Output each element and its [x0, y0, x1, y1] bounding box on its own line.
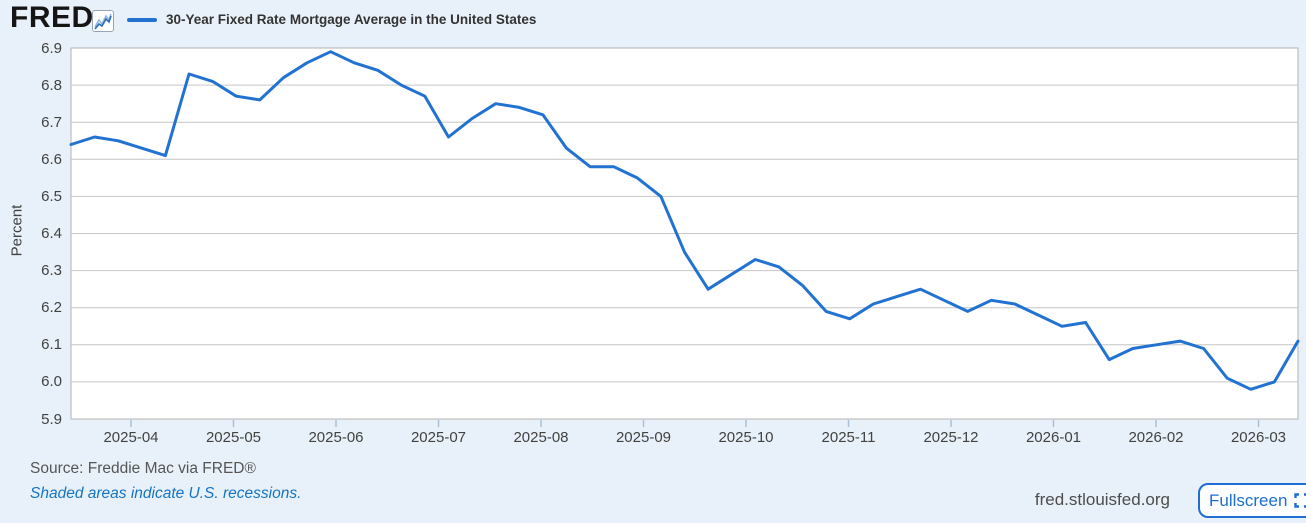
- x-axis-tick-label: 2025-05: [205, 429, 262, 446]
- x-axis-tick-label: 2026-02: [1128, 429, 1184, 446]
- x-axis-tick-label: 2026-01: [1025, 429, 1082, 446]
- x-axis-tick-label: 2025-08: [513, 429, 569, 446]
- y-axis-tick-label: 6.3: [41, 262, 62, 280]
- y-axis-tick-label: 5.9: [41, 410, 62, 428]
- y-axis-tick-label: 6.7: [41, 113, 62, 131]
- legend-swatch: [127, 17, 157, 22]
- y-axis-tick-label: 6.2: [41, 299, 62, 317]
- y-axis-tick-label: 6.5: [41, 187, 62, 205]
- y-axis-tick-label: 6.1: [41, 336, 62, 354]
- y-axis-tick-label: 6.8: [41, 76, 62, 94]
- x-axis-tick-label: 2025-09: [615, 429, 672, 446]
- recession-note: Shaded areas indicate U.S. recessions.: [30, 485, 302, 502]
- x-axis-tick-label: 2025-10: [718, 429, 774, 446]
- chart-legend: 30-Year Fixed Rate Mortgage Average in t…: [127, 12, 536, 27]
- y-axis-tick-label: 6.4: [41, 225, 62, 242]
- x-axis-tick-label: 2025-07: [410, 429, 467, 446]
- fullscreen-label: Fullscreen: [1209, 490, 1288, 510]
- y-axis-tick-label: 6.9: [41, 39, 62, 57]
- fullscreen-icon: [1294, 493, 1306, 508]
- y-axis-tick-label: 6.0: [41, 373, 62, 391]
- line-chart-icon[interactable]: [92, 10, 114, 32]
- fullscreen-button[interactable]: Fullscreen: [1198, 483, 1306, 518]
- x-axis-tick-label: 2026-03: [1230, 429, 1287, 446]
- fred-logo-text: FRED: [10, 1, 94, 34]
- x-axis-tick-label: 2025-11: [821, 429, 876, 446]
- data-line[interactable]: [69, 50, 1300, 391]
- chart-title: 30-Year Fixed Rate Mortgage Average in t…: [166, 12, 537, 27]
- site-link[interactable]: fred.stlouisfed.org: [1034, 490, 1170, 509]
- x-axis-tick-label: 2025-06: [308, 429, 364, 446]
- x-axis-tick-label: 2025-04: [103, 429, 159, 446]
- y-axis-tick-label: 6.6: [41, 150, 62, 168]
- x-axis-tick-label: 2025-12: [923, 429, 979, 446]
- source-text: Source: Freddie Mac via FRED®: [30, 460, 256, 477]
